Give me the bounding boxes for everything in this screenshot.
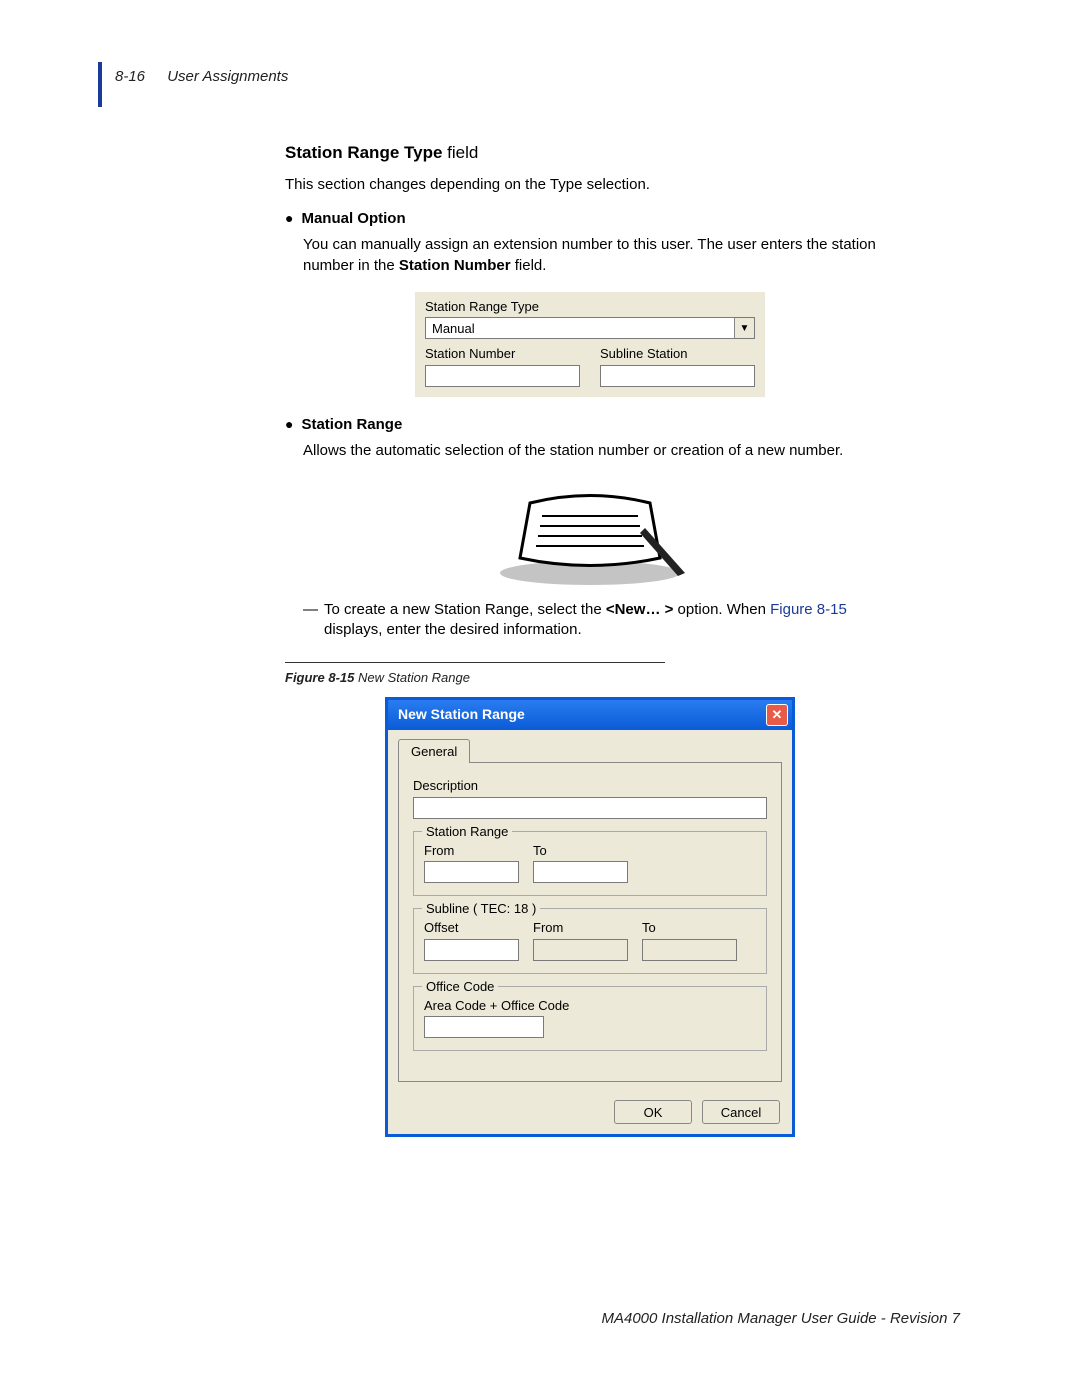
page-number: 8-16 bbox=[115, 68, 145, 85]
dialog-title: New Station Range bbox=[398, 705, 766, 724]
dropdown-station-range-type[interactable]: Manual ▼ bbox=[425, 317, 755, 339]
station-range-text: Allows the automatic selection of the st… bbox=[303, 441, 895, 461]
groupbox-subline: Subline ( TEC: 18 ) Offset From bbox=[413, 908, 767, 974]
notebook-illustration bbox=[470, 478, 710, 588]
dropdown-value: Manual bbox=[426, 320, 734, 338]
page-header: 8-16 User Assignments bbox=[115, 68, 288, 85]
label-subline-from: From bbox=[533, 919, 628, 937]
bullet-dot-icon: ● bbox=[285, 209, 293, 229]
bullet-manual-option: ● Manual Option bbox=[285, 209, 895, 229]
figure-rule bbox=[285, 662, 665, 663]
input-area-office-code[interactable] bbox=[424, 1016, 544, 1038]
label-station-number: Station Number bbox=[425, 345, 580, 363]
manual-option-text: You can manually assign an extension num… bbox=[303, 235, 895, 276]
label-from: From bbox=[424, 842, 519, 860]
page-footer: MA4000 Installation Manager User Guide -… bbox=[601, 1310, 960, 1327]
input-station-number[interactable] bbox=[425, 365, 580, 387]
figure-reference-link[interactable]: Figure 8-15 bbox=[770, 601, 847, 618]
ok-button[interactable]: OK bbox=[614, 1100, 692, 1124]
chevron-down-icon[interactable]: ▼ bbox=[734, 318, 754, 338]
bullet-dot-icon: ● bbox=[285, 415, 293, 435]
input-subline-to bbox=[642, 939, 737, 961]
intro-text: This section changes depending on the Ty… bbox=[285, 175, 895, 195]
bullet-manual-title: Manual Option bbox=[301, 209, 405, 229]
tab-pane-general: Description Station Range From To bbox=[398, 762, 782, 1082]
header-section: User Assignments bbox=[167, 68, 288, 85]
close-icon[interactable]: ✕ bbox=[766, 704, 788, 726]
dash-new-station-range: — To create a new Station Range, select … bbox=[303, 600, 895, 641]
section-heading: Station Range Type field bbox=[285, 142, 895, 165]
dialog-new-station-range: New Station Range ✕ General Description … bbox=[385, 697, 795, 1138]
bullet-station-range-title: Station Range bbox=[301, 415, 402, 435]
input-station-range-to[interactable] bbox=[533, 861, 628, 883]
label-subline-station: Subline Station bbox=[600, 345, 755, 363]
label-subline-to: To bbox=[642, 919, 737, 937]
groupbox-office-code: Office Code Area Code + Office Code bbox=[413, 986, 767, 1052]
input-subline-offset[interactable] bbox=[424, 939, 519, 961]
input-subline-station[interactable] bbox=[600, 365, 755, 387]
header-accent-bar bbox=[98, 62, 102, 107]
manual-option-panel: Station Range Type Manual ▼ Station Numb… bbox=[415, 292, 765, 397]
label-to: To bbox=[533, 842, 628, 860]
dialog-titlebar[interactable]: New Station Range ✕ bbox=[388, 700, 792, 730]
cancel-button[interactable]: Cancel bbox=[702, 1100, 780, 1124]
tab-general[interactable]: General bbox=[398, 739, 470, 764]
label-description: Description bbox=[413, 777, 767, 795]
legend-subline: Subline ( TEC: 18 ) bbox=[422, 900, 540, 918]
label-offset: Offset bbox=[424, 919, 519, 937]
legend-office-code: Office Code bbox=[422, 978, 498, 996]
label-station-range-type: Station Range Type bbox=[425, 298, 755, 316]
legend-station-range: Station Range bbox=[422, 823, 512, 841]
input-subline-from bbox=[533, 939, 628, 961]
groupbox-station-range: Station Range From To bbox=[413, 831, 767, 897]
input-station-range-from[interactable] bbox=[424, 861, 519, 883]
figure-caption: Figure 8-15 New Station Range bbox=[285, 669, 895, 687]
dash-icon: — bbox=[303, 600, 318, 641]
label-area-office-code: Area Code + Office Code bbox=[424, 997, 756, 1015]
input-description[interactable] bbox=[413, 797, 767, 819]
bullet-station-range: ● Station Range bbox=[285, 415, 895, 435]
